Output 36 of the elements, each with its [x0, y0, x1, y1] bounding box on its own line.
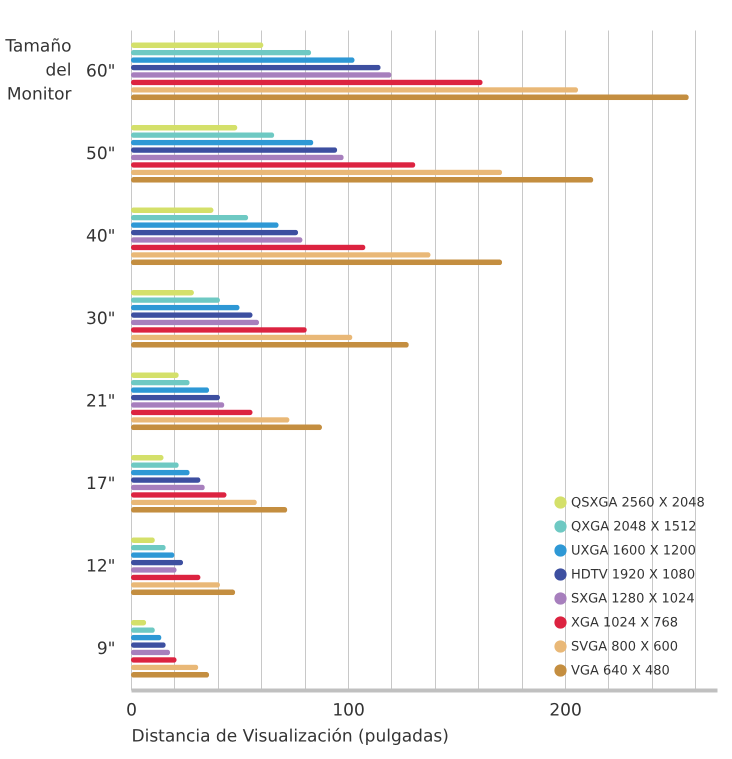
y-tick-label: 17": [86, 474, 116, 494]
y-axis-title: Tamaño del Monitor: [4, 36, 72, 104]
y-tick-label: 30": [86, 308, 116, 329]
bar: [131, 124, 238, 130]
bar: [131, 207, 214, 213]
bar: [131, 424, 322, 430]
bar: [131, 342, 409, 348]
y-tick-label: 60": [86, 61, 116, 82]
bar: [131, 290, 194, 296]
bar: [131, 507, 288, 513]
y-tick-label: 50": [86, 144, 116, 164]
bar: [131, 454, 164, 460]
legend-label: VGA 640 X 480: [571, 664, 670, 678]
bar: [131, 372, 179, 378]
x-tick-label: 0: [126, 700, 137, 720]
legend-label: QSXGA 2560 X 2048: [571, 496, 705, 510]
bar: [131, 590, 236, 596]
bar: [131, 94, 689, 100]
y-tick-label: 12": [86, 556, 116, 576]
legend-label: UXGA 1600 X 1200: [571, 544, 696, 558]
legend-label: SVGA 800 X 600: [571, 640, 678, 654]
legend-label: QXGA 2048 X 1512: [571, 520, 697, 534]
x-tick-label: 100: [332, 700, 365, 720]
y-tick-label: 9": [96, 638, 116, 659]
legend-label: XGA 1024 X 768: [571, 616, 678, 630]
legend-label: SXGA 1280 X 1024: [571, 592, 695, 606]
bar: [131, 260, 502, 266]
legend-label: HDTV 1920 X 1080: [571, 568, 696, 582]
bar: [131, 177, 594, 183]
x-axis-title: Distancia de Visualización (pulgadas): [132, 726, 449, 746]
bar: [131, 672, 210, 678]
x-tick-label: 200: [549, 700, 582, 720]
bar: [131, 42, 264, 48]
y-tick-label: 21": [86, 391, 116, 412]
bar: [131, 537, 155, 543]
y-tick-label: 40": [86, 226, 116, 246]
